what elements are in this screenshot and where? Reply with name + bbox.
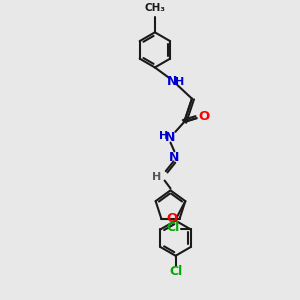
Text: N: N [169, 151, 180, 164]
Text: Cl: Cl [169, 265, 182, 278]
Text: N: N [167, 75, 178, 88]
Text: Cl: Cl [167, 221, 180, 234]
Text: H: H [159, 131, 168, 141]
Text: H: H [175, 77, 184, 87]
Text: O: O [198, 110, 209, 123]
Text: N: N [165, 131, 176, 144]
Text: H: H [152, 172, 161, 182]
Text: O: O [166, 212, 178, 225]
Text: CH₃: CH₃ [144, 3, 165, 13]
